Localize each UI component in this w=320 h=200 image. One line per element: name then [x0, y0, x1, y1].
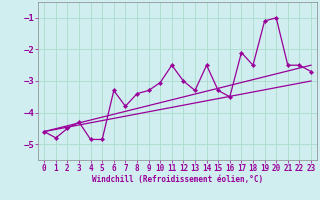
X-axis label: Windchill (Refroidissement éolien,°C): Windchill (Refroidissement éolien,°C) [92, 175, 263, 184]
